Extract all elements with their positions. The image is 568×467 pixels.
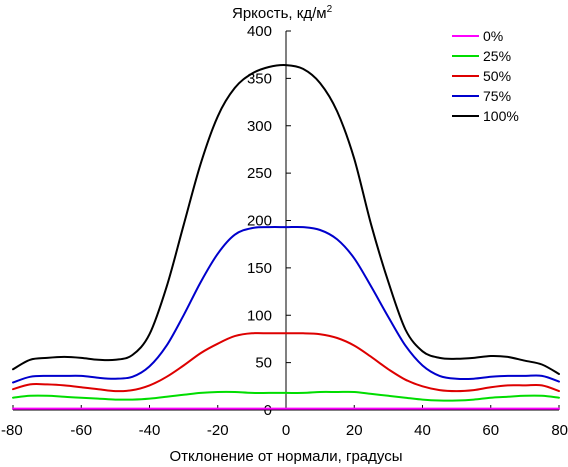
y-tick-label: 350	[247, 70, 272, 87]
x-tick-label: 80	[551, 422, 568, 439]
y-tick-label: 100	[247, 307, 272, 324]
legend-label: 25%	[483, 48, 511, 64]
y-tick-label: 50	[255, 355, 272, 372]
legend-label: 50%	[483, 68, 511, 84]
legend-label: 75%	[483, 88, 511, 104]
legend-label: 100%	[483, 108, 519, 124]
series-group	[12, 64, 560, 410]
series-line-100-percent	[12, 64, 560, 375]
y-axis-title-text: Яркость, кд/м	[232, 5, 327, 22]
x-tick-label: 20	[346, 422, 363, 439]
x-tick-label: 40	[414, 422, 431, 439]
x-tick-label: -80	[1, 422, 23, 439]
x-axis-title: Отклонение от нормали, градусы	[170, 448, 403, 465]
y-tick-label: 150	[247, 260, 272, 277]
x-tick-label: -20	[207, 422, 229, 439]
series-line-25-percent	[12, 390, 560, 402]
x-tick-label: -40	[139, 422, 161, 439]
legend: 0% 25% 50% 75% 100%	[452, 28, 519, 124]
y-tick-label: 200	[247, 213, 272, 230]
x-axis: -80 -60 -40 -20 0 20 40 60 80	[1, 405, 568, 439]
y-axis-title-superscript: 2	[327, 4, 333, 15]
y-tick-label: 300	[247, 118, 272, 135]
series-line-75-percent	[12, 225, 560, 384]
y-tick-label: 400	[247, 23, 272, 40]
x-tick-label: -60	[70, 422, 92, 439]
legend-label: 0%	[483, 28, 503, 44]
series-line-50-percent	[12, 332, 560, 393]
x-tick-label: 0	[282, 422, 290, 439]
y-tick-label: 250	[247, 165, 272, 182]
x-tick-label: 60	[482, 422, 499, 439]
y-axis-title: Яркость, кд/м2	[232, 4, 333, 22]
